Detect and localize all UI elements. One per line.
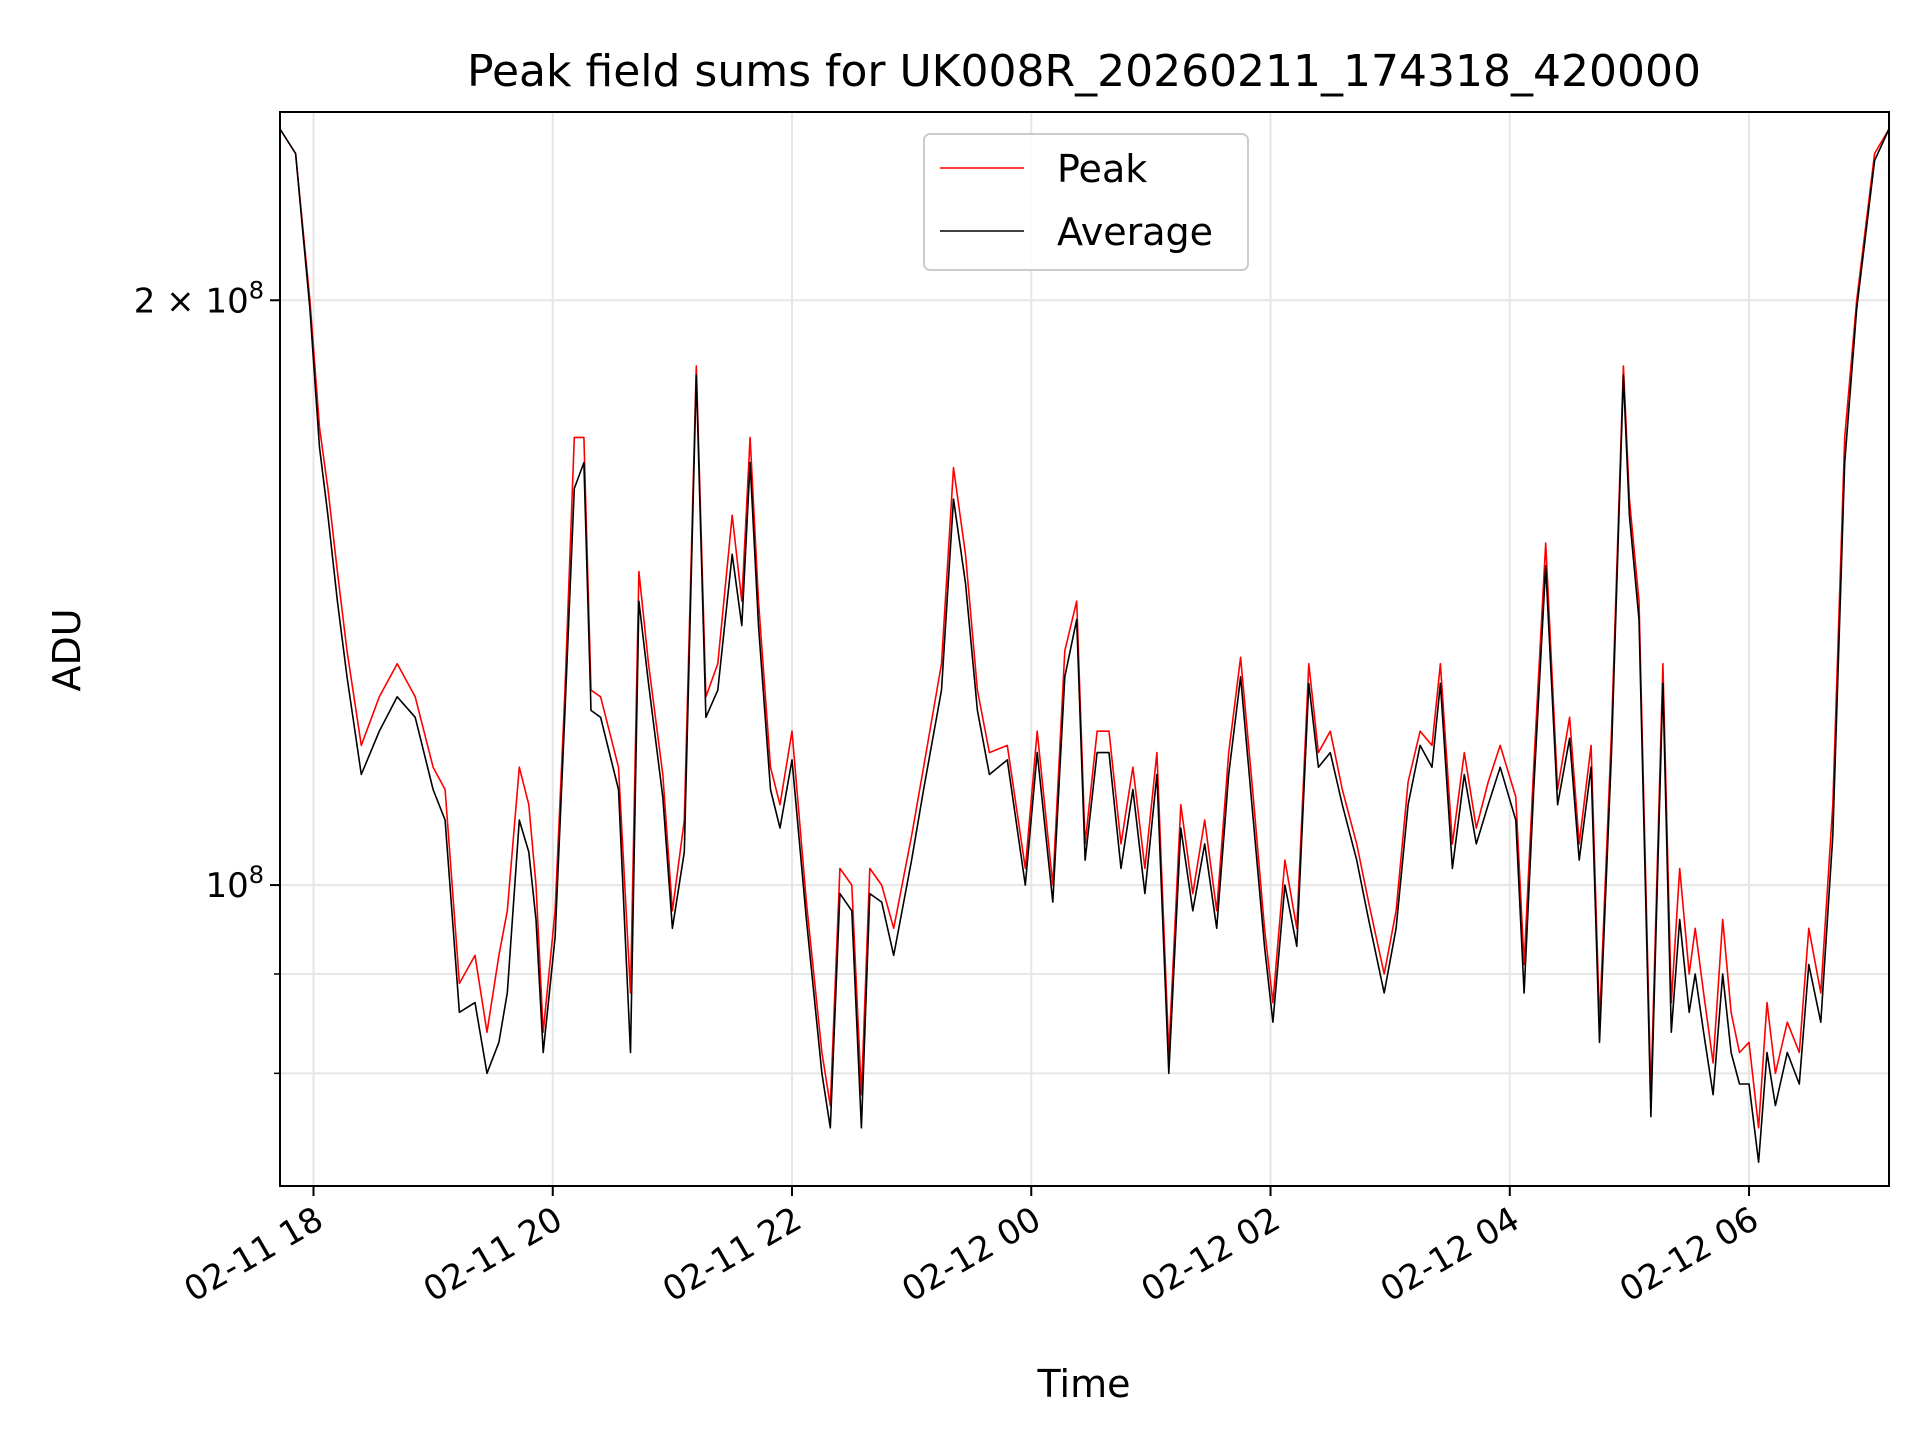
- y-tick-label: 108: [205, 861, 264, 906]
- y-tick-exponent: 8: [249, 861, 264, 889]
- y-tick-base: 10: [205, 866, 248, 906]
- legend: Peak Average: [923, 133, 1249, 271]
- x-axis-label: Time: [1037, 1362, 1131, 1406]
- y-tick-base: 2 × 10: [134, 281, 249, 321]
- legend-label-peak: Peak: [1057, 147, 1147, 191]
- plot-area: [280, 112, 1889, 1186]
- y-axis-label: ADU: [45, 608, 89, 691]
- plot-frame: [279, 111, 1890, 1187]
- y-tick-label: 2 × 108: [134, 276, 264, 321]
- y-tick-exponent: 8: [249, 276, 264, 304]
- legend-label-average: Average: [1057, 210, 1213, 254]
- chart-title: Peak field sums for UK008R_20260211_1743…: [467, 46, 1701, 97]
- series-layer: [279, 128, 1890, 1163]
- series-line-average: [279, 128, 1890, 1163]
- grid-lines: [280, 112, 1889, 1186]
